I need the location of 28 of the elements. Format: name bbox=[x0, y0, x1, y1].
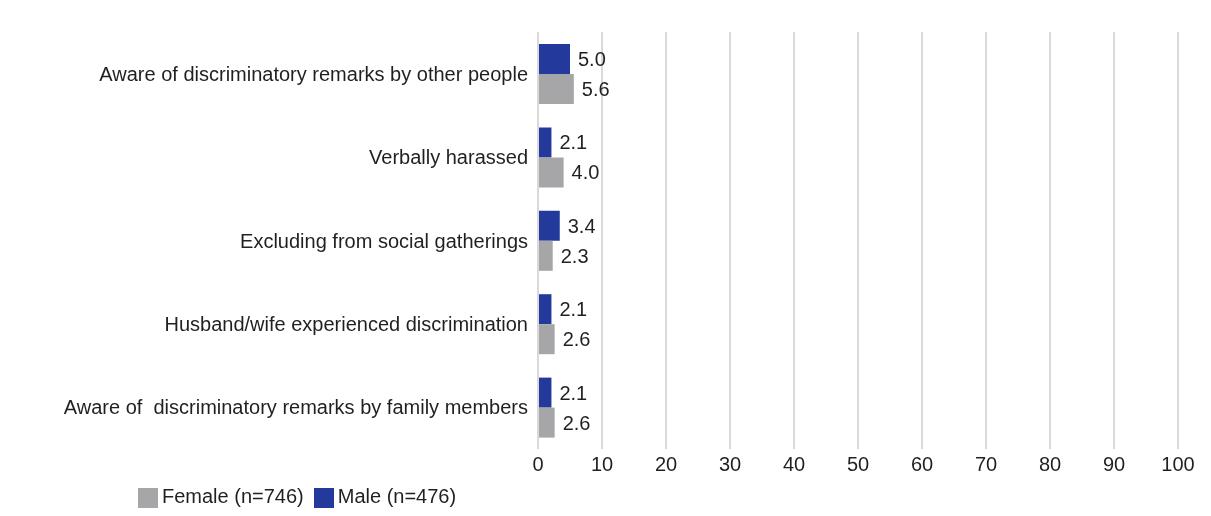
y-tick-label: Husband/wife experienced discrimination bbox=[164, 312, 528, 335]
y-tick-label: Excluding from social gatherings bbox=[240, 229, 528, 252]
y-tick-label: Aware of discriminatory remarks by other people bbox=[99, 62, 528, 85]
legend-label: Female (n=746) bbox=[162, 485, 304, 507]
x-tick-label: 60 bbox=[910, 453, 934, 476]
x-tick-label: 80 bbox=[1038, 453, 1062, 476]
data-label: 2.1 bbox=[559, 298, 588, 321]
x-tick-label: 90 bbox=[1102, 453, 1126, 476]
data-label: 5.6 bbox=[581, 78, 610, 100]
data-label: 4.0 bbox=[571, 161, 600, 184]
x-tick-label: 20 bbox=[654, 453, 678, 476]
x-tick-label: 40 bbox=[782, 453, 806, 476]
y-tick-label: Verbally harassed bbox=[369, 146, 528, 169]
x-tick-label: 50 bbox=[846, 453, 870, 476]
data-label: 2.1 bbox=[559, 131, 588, 154]
x-tick-label: 0 bbox=[532, 453, 544, 476]
x-tick-label: 100 bbox=[1161, 453, 1195, 476]
data-label: 2.6 bbox=[562, 411, 591, 434]
data-label: 3.4 bbox=[567, 214, 596, 237]
data-label: 5.0 bbox=[578, 48, 606, 70]
x-tick-label: 10 bbox=[590, 453, 614, 476]
legend-label: Male (n=476) bbox=[337, 485, 457, 507]
x-tick-label: 70 bbox=[974, 453, 998, 476]
y-tick-label: Aware of discriminatory remarks by family members bbox=[63, 396, 528, 419]
data-label: 2.3 bbox=[560, 244, 589, 267]
x-tick-label: 30 bbox=[718, 453, 742, 476]
data-label: 2.1 bbox=[559, 381, 588, 404]
data-label: 2.6 bbox=[562, 328, 591, 351]
